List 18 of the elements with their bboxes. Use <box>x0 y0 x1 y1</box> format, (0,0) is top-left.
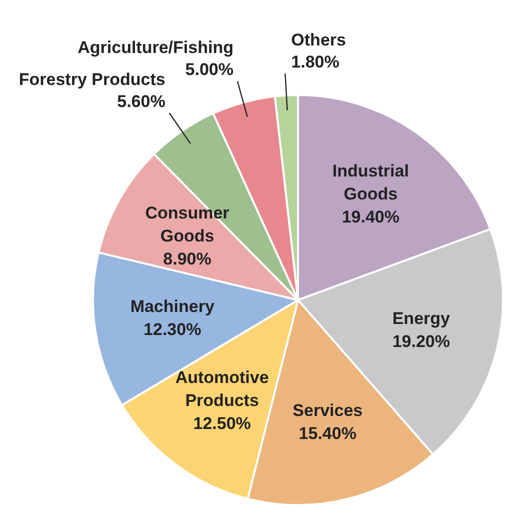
data-label: 19.40% <box>342 208 400 228</box>
data-label: 8.90% <box>163 250 212 270</box>
slice-label: Forestry Products <box>18 70 166 89</box>
slice-label: Consumer Goods <box>145 204 230 246</box>
slice-label: Others <box>291 30 346 50</box>
data-label: 5.00% <box>185 60 234 80</box>
slice-label: Services <box>292 402 363 421</box>
data-label: 12.30% <box>144 320 202 340</box>
slice-label: Machinery <box>130 297 215 316</box>
data-label: 1.80% <box>291 52 340 72</box>
slice-label: Automotive Products <box>175 368 269 410</box>
slice-label: Agriculture/Fishing <box>78 38 234 58</box>
data-label: 15.40% <box>298 424 356 444</box>
slice-label: Energy <box>392 309 451 328</box>
data-label: 12.50% <box>193 414 251 434</box>
data-label: 19.20% <box>392 332 450 352</box>
data-label: 5.60% <box>117 92 166 111</box>
slice-label: Industrial Goods <box>332 162 409 204</box>
